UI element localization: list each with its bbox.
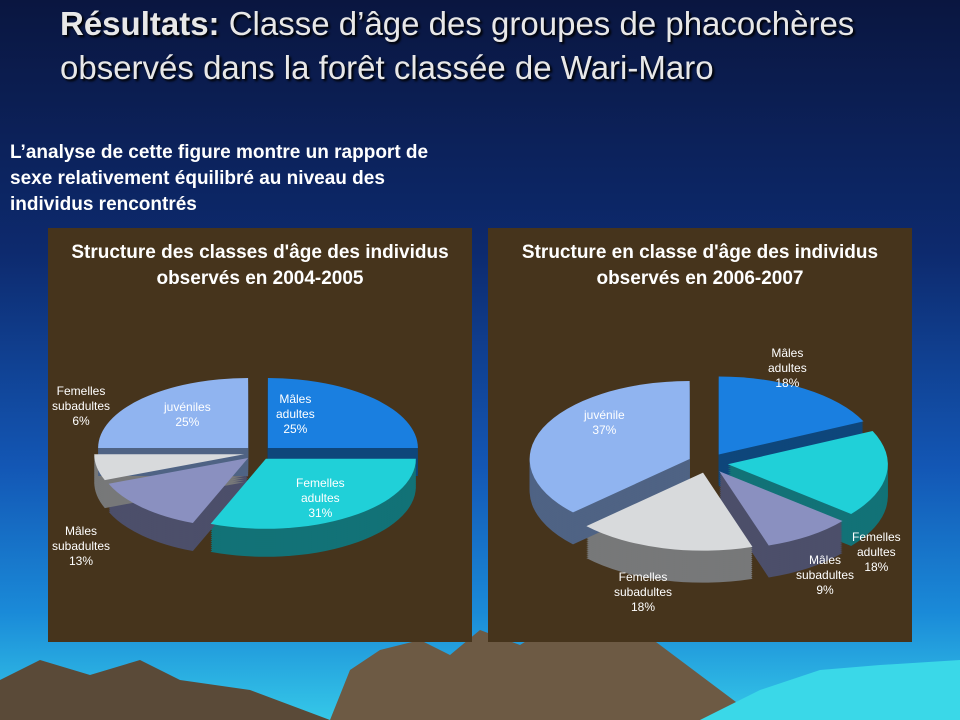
mountains-decoration (0, 620, 960, 720)
label-males-subadultes: Mâles subadultes 9% (796, 553, 855, 597)
pie-slice-femelles-subadultes (586, 472, 753, 551)
pie-slice-mâles-subadultes (108, 457, 249, 524)
title-rest: Classe d’âge des groupes de phacochères … (60, 5, 855, 86)
label-males-subadultes: Mâles subadultes 13% (52, 524, 111, 568)
pie-slice-femelles-adultes (727, 431, 888, 514)
pie-slice-mâles-adultes (267, 378, 418, 449)
pie-slice-juvéniles (98, 378, 249, 449)
label-femelles-subadultes: Femelles subadultes 6% (52, 384, 111, 428)
slide-title: Résultats: Classe d’âge des groupes de p… (60, 2, 940, 90)
label-femelles-adultes: Femelles adultes 18% (852, 530, 901, 574)
pie-slice-juvénile (529, 381, 690, 513)
slide-note: L’analyse de cette figure montre un rapp… (10, 142, 429, 215)
label-juvenile: juvénile 37% (584, 408, 625, 437)
pie-slice-mâles-adultes (718, 376, 864, 455)
chart-panel-2004-2005: Structure des classes d'âge des individu… (48, 228, 472, 642)
chart-title: Structure en classe d'âge des individus … (521, 242, 879, 289)
label-femelles-subadultes: Femelles subadultes 18% (614, 570, 673, 614)
chart-panel-2006-2007: Structure en classe d'âge des individus … (488, 228, 912, 642)
label-males-adultes: Mâles adultes 18% (768, 346, 807, 390)
label-femelles-adultes: Femelles adultes 31% (296, 476, 345, 520)
pie-slice-femelles-adultes (210, 458, 416, 529)
title-bold: Résultats: (60, 5, 220, 42)
pie-slice-femelles-subadultes (94, 454, 245, 481)
chart-title: Structure des classes d'âge des individu… (71, 242, 449, 289)
pie-chart-2004-2005 (94, 378, 418, 557)
label-males-adultes: Mâles adultes 25% (276, 392, 315, 436)
pie-slice-mâles-subadultes (719, 471, 843, 546)
label-juveniles: juvéniles 25% (164, 400, 211, 429)
pie-chart-2006-2007 (529, 376, 888, 583)
